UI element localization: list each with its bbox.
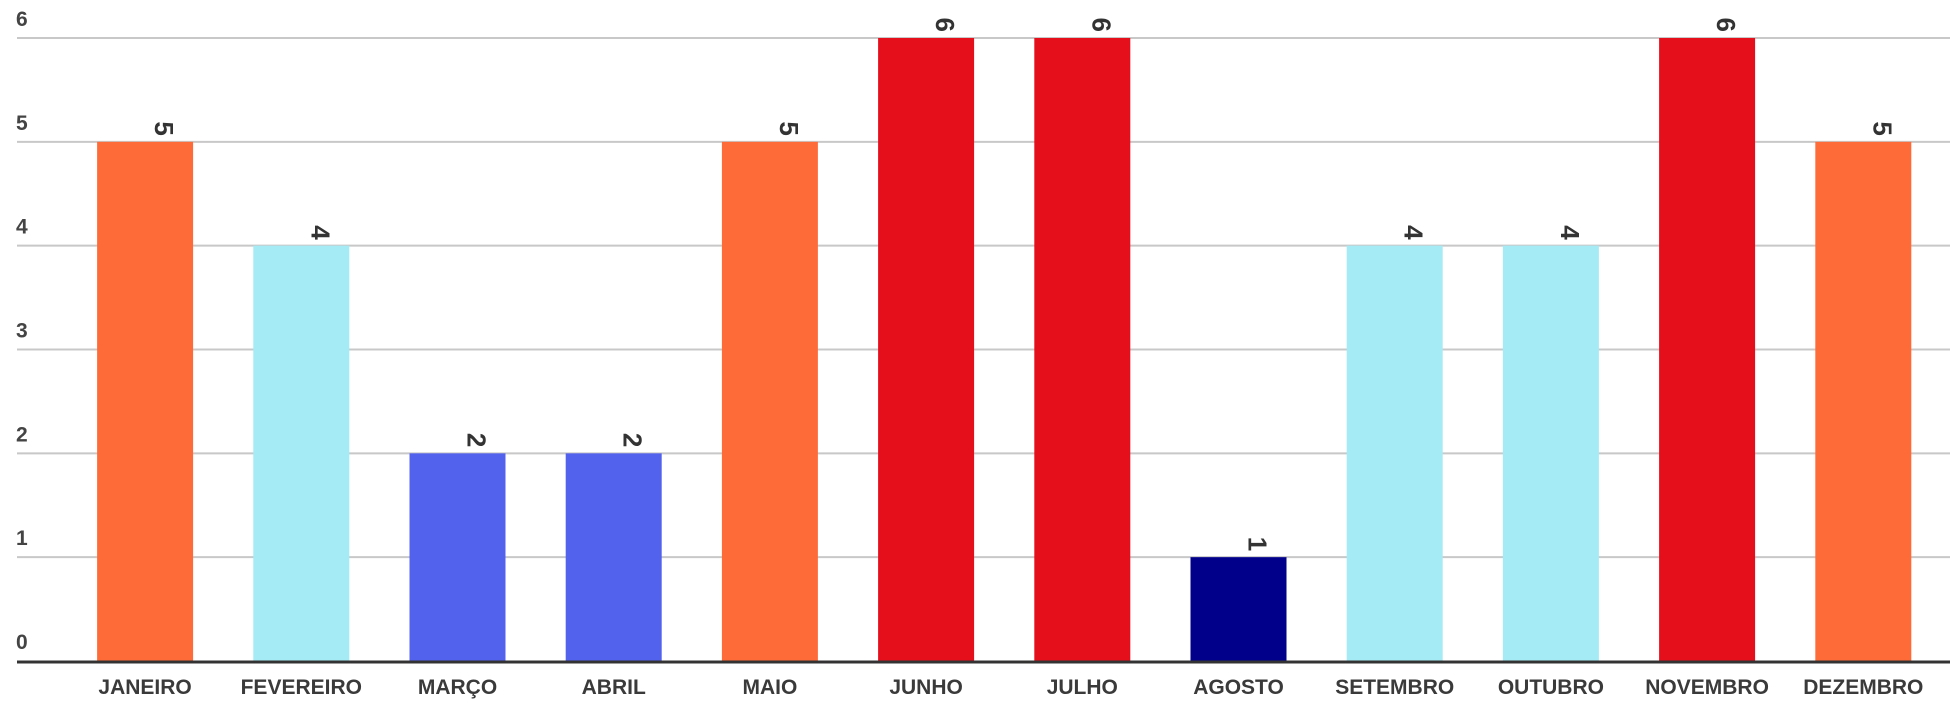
x-tick-label: JULHO: [1047, 676, 1118, 699]
bar: [878, 38, 975, 661]
bar: [1815, 141, 1912, 662]
bar: [253, 245, 350, 661]
x-tick-label: SETEMBRO: [1335, 676, 1454, 699]
bar: [721, 141, 818, 662]
bar: [1346, 245, 1443, 661]
x-tick-label: JANEIRO: [98, 676, 191, 699]
bars: [97, 38, 1912, 662]
data-label: 2: [462, 433, 492, 447]
data-label: 5: [149, 121, 179, 135]
x-tick-label: OUTUBRO: [1498, 676, 1604, 699]
data-label: 6: [930, 18, 960, 32]
y-tick-label: 1: [16, 527, 28, 550]
y-tick-label: 5: [16, 112, 28, 135]
x-tick-label: DEZEMBRO: [1803, 676, 1923, 699]
bar: [1502, 245, 1599, 661]
y-tick-label: 6: [16, 8, 28, 31]
data-label: 1: [1243, 537, 1273, 551]
x-tick-label: JUNHO: [889, 676, 963, 699]
y-tick-label: 0: [16, 631, 28, 654]
data-labels: 5 4 2 2 5 6 6 1 4 4 6 5: [149, 18, 1897, 552]
data-label: 6: [1086, 18, 1116, 32]
data-label: 2: [618, 433, 648, 447]
y-axis-ticks: 0 1 2 3 4 5 6: [16, 8, 28, 654]
bar: [1190, 557, 1287, 661]
data-label: 6: [1711, 18, 1741, 32]
x-tick-label: AGOSTO: [1193, 676, 1284, 699]
bar: [97, 141, 194, 662]
y-tick-label: 4: [16, 216, 28, 239]
y-tick-label: 3: [16, 320, 28, 343]
x-tick-label: NOVEMBRO: [1645, 676, 1769, 699]
x-tick-label: MARÇO: [418, 676, 497, 699]
bar: [409, 453, 506, 661]
x-axis-ticks: JANEIRO FEVEREIRO MARÇO ABRIL MAIO JUNHO JULHO…: [98, 676, 1923, 699]
data-label: 4: [1399, 225, 1429, 240]
bar: [1034, 38, 1131, 661]
x-tick-label: FEVEREIRO: [241, 676, 362, 699]
data-label: 5: [774, 121, 804, 135]
x-tick-label: ABRIL: [582, 676, 646, 699]
data-label: 4: [1555, 225, 1585, 240]
y-tick-label: 2: [16, 423, 28, 446]
bar: [565, 453, 662, 661]
bar: [1659, 38, 1756, 661]
x-tick-label: MAIO: [742, 676, 797, 699]
data-label: 4: [305, 225, 335, 240]
data-label: 5: [1867, 121, 1897, 135]
